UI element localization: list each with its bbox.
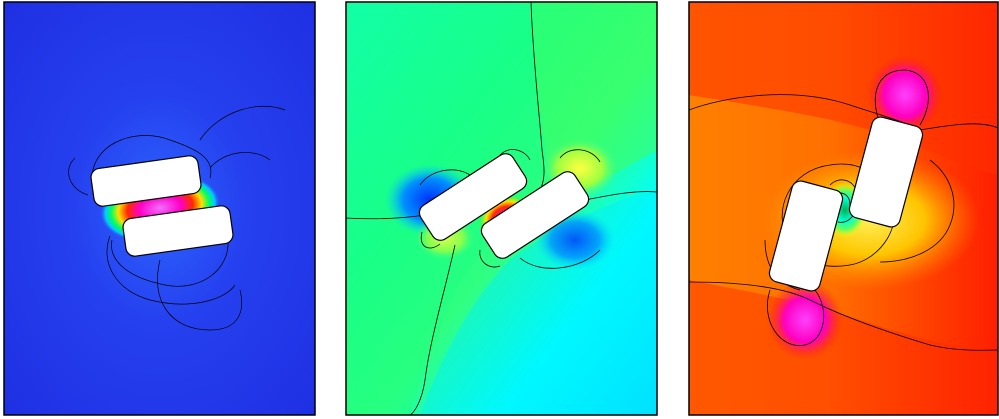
panel-2-obstacles <box>418 153 590 259</box>
panel-1-obstacles <box>90 155 234 257</box>
panel-1-upper-block <box>90 155 202 207</box>
panel-1-lower-block <box>122 205 234 257</box>
panel-1-frame <box>3 1 316 416</box>
panel-2-frame <box>345 1 658 416</box>
panel-3-obstacles <box>768 116 924 292</box>
panel-3-frame <box>688 1 999 416</box>
panel-1-contours <box>68 105 286 331</box>
panel-1 <box>3 1 316 416</box>
panel-2-right-block <box>480 171 590 259</box>
panel-2 <box>345 1 658 416</box>
panel-2-left-block <box>418 153 528 241</box>
panel-3-upper-block <box>848 116 924 228</box>
panel-3-contours <box>689 69 998 351</box>
panel-3-lower-block <box>768 180 844 292</box>
panel-2-contours <box>346 2 657 415</box>
panel-3 <box>688 1 999 416</box>
